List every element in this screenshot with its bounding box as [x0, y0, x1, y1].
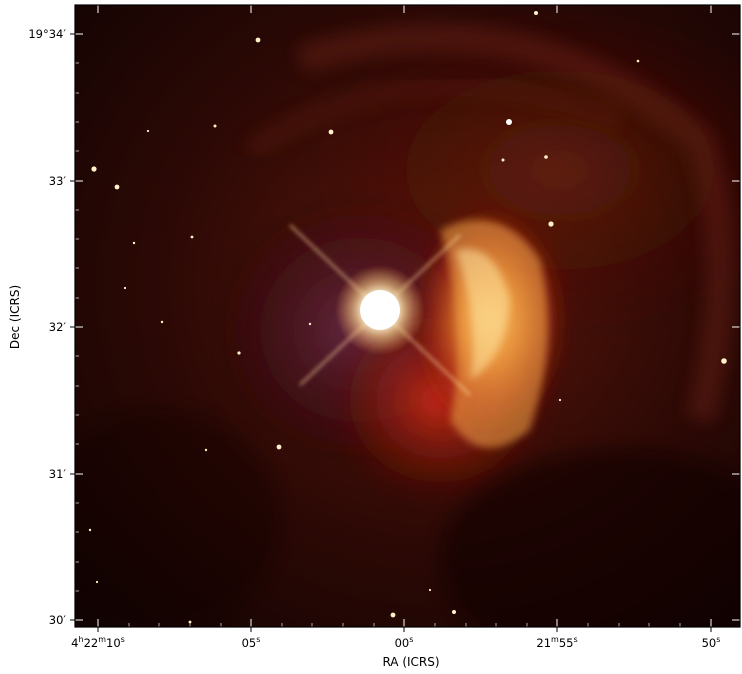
x-axis-title: RA (ICRS) — [382, 655, 440, 669]
outer-ticks — [70, 33, 712, 632]
y-tick-label: 30′ — [48, 613, 66, 627]
field-stars — [88, 11, 727, 624]
x-tick-label: 05s — [241, 635, 261, 650]
nebula-image — [75, 5, 740, 627]
bright-star — [289, 224, 471, 396]
plot-frame — [74, 4, 741, 628]
y-tick-label: 33′ — [48, 174, 66, 188]
y-axis-title: Dec (ICRS) — [8, 284, 22, 350]
x-tick-label: 21m55s — [536, 635, 578, 650]
x-tick-label: 00s — [394, 635, 414, 650]
x-tick-label: 4h22m10s — [71, 635, 125, 650]
y-tick-label: 32′ — [48, 320, 66, 334]
minor-tick-marks — [75, 62, 681, 627]
x-tick-label: 50s — [701, 635, 721, 650]
y-tick-label: 19°34′ — [28, 27, 66, 41]
y-tick-label: 31′ — [48, 467, 66, 481]
tick-marks — [75, 5, 740, 627]
